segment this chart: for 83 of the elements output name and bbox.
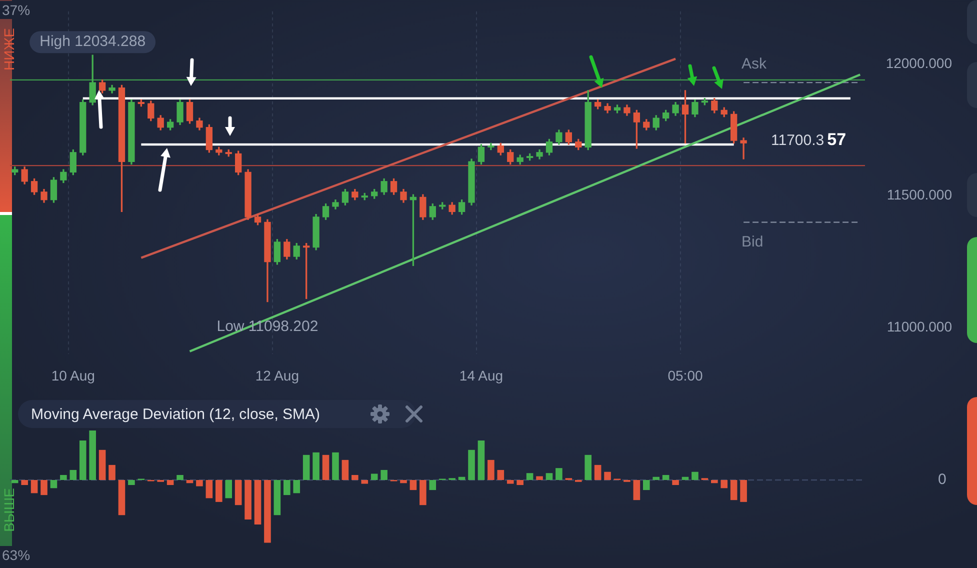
annotation: НИЖЕ bbox=[0, 28, 18, 70]
bar bbox=[98, 450, 106, 480]
bar bbox=[284, 480, 290, 496]
annotation: High 12034.288 bbox=[40, 33, 146, 50]
bar bbox=[604, 472, 611, 480]
bar bbox=[11, 480, 18, 484]
bar bbox=[711, 480, 718, 484]
text: 63% bbox=[0, 546, 32, 564]
x-tick-label: 10 Aug bbox=[51, 367, 95, 384]
bar bbox=[342, 460, 349, 480]
bar bbox=[302, 454, 310, 480]
bar bbox=[332, 452, 339, 480]
bar bbox=[254, 480, 262, 525]
bar bbox=[536, 476, 543, 480]
bar bbox=[293, 480, 300, 494]
annotation: ВЫШЕ bbox=[0, 488, 18, 532]
x-tick-label: 12 Aug bbox=[255, 367, 299, 384]
bar bbox=[526, 473, 534, 480]
bar bbox=[79, 440, 86, 480]
bar bbox=[108, 464, 116, 480]
bar bbox=[478, 440, 485, 480]
bar bbox=[720, 480, 728, 488]
bar bbox=[274, 480, 281, 516]
bar bbox=[128, 480, 135, 486]
bar bbox=[244, 480, 252, 520]
bar bbox=[322, 454, 330, 480]
bar bbox=[361, 480, 368, 484]
bar bbox=[429, 480, 436, 490]
series-label: Bid bbox=[742, 233, 764, 250]
x-tick-label: 05:00 bbox=[668, 367, 703, 384]
bar bbox=[225, 480, 232, 498]
bar bbox=[740, 480, 747, 502]
bar bbox=[70, 470, 77, 480]
bar bbox=[166, 480, 174, 486]
candlestick bbox=[740, 138, 747, 160]
bar bbox=[312, 452, 320, 480]
bar bbox=[458, 476, 466, 480]
bar bbox=[662, 474, 670, 480]
bar bbox=[488, 460, 494, 480]
bar bbox=[497, 470, 504, 480]
bar bbox=[516, 480, 524, 486]
bar bbox=[410, 480, 417, 490]
bar bbox=[642, 480, 650, 490]
bar bbox=[30, 480, 38, 494]
bar bbox=[370, 474, 378, 480]
chart-title: Moving Average Deviation (12, close, SMA) bbox=[31, 406, 320, 422]
bar bbox=[546, 473, 553, 480]
bar bbox=[352, 474, 358, 480]
bar bbox=[682, 476, 689, 480]
y-tick-label: 11500.000 bbox=[886, 186, 952, 203]
y-tick-label: 12000.000 bbox=[886, 54, 952, 71]
bar bbox=[584, 454, 592, 480]
bar bbox=[215, 480, 222, 502]
bar bbox=[89, 430, 96, 480]
bar bbox=[118, 480, 126, 516]
bar bbox=[234, 480, 242, 506]
y-tick-label: 11000.000 bbox=[886, 318, 952, 335]
bar bbox=[380, 470, 388, 480]
annotation: Low 11098.202 bbox=[216, 318, 318, 335]
bar bbox=[420, 480, 426, 506]
bar bbox=[196, 480, 203, 486]
bar bbox=[672, 480, 679, 486]
bar bbox=[186, 480, 194, 484]
bar bbox=[633, 480, 640, 500]
bar bbox=[652, 476, 660, 480]
bar bbox=[400, 480, 407, 484]
bar bbox=[21, 480, 28, 486]
bar bbox=[60, 474, 67, 480]
bar bbox=[730, 480, 738, 500]
text: 0 bbox=[938, 471, 946, 488]
bar bbox=[692, 472, 698, 480]
bar bbox=[506, 480, 514, 484]
bar bbox=[50, 480, 58, 488]
bar bbox=[556, 468, 562, 480]
bar bbox=[176, 474, 184, 480]
bar bbox=[264, 480, 271, 543]
bar bbox=[594, 464, 602, 480]
annotation: 37% bbox=[0, 1, 32, 19]
bar bbox=[40, 480, 48, 496]
x-tick-label: 14 Aug bbox=[459, 367, 504, 384]
bar bbox=[468, 450, 475, 480]
bar bbox=[206, 480, 213, 498]
series-label: Ask bbox=[742, 56, 768, 73]
